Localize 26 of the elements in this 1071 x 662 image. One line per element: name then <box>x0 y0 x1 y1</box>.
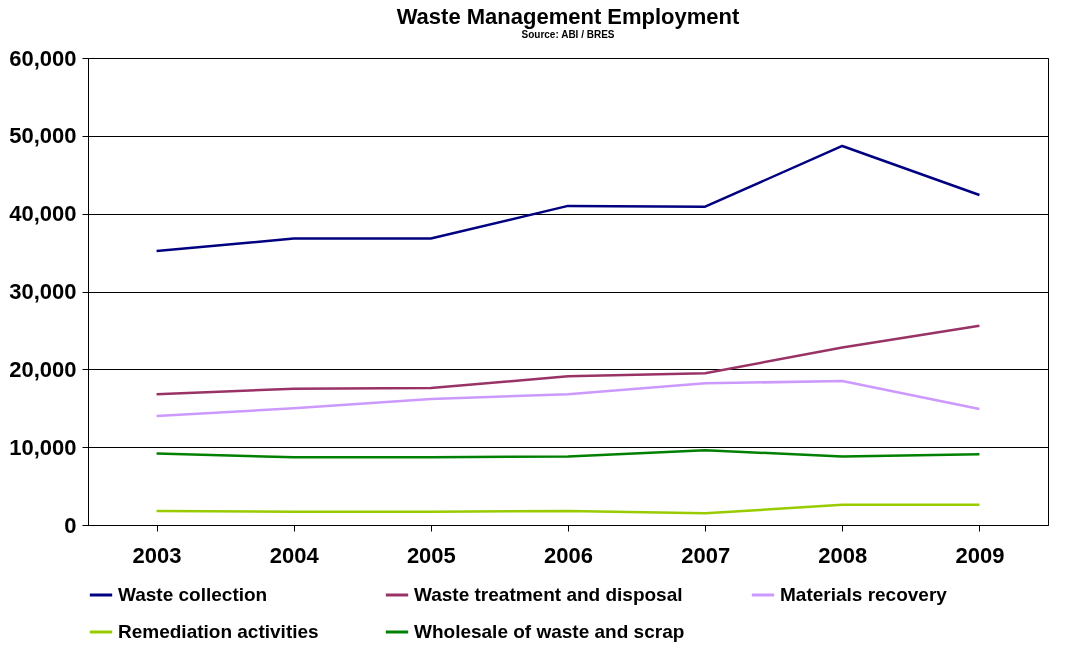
x-tick-label: 2006 <box>544 542 593 568</box>
y-tick-label: 50,000 <box>9 123 77 149</box>
y-tick-label: 30,000 <box>9 279 77 304</box>
y-tick-label: 0 <box>64 512 77 538</box>
line-series <box>155 503 981 515</box>
y-tick-label: 40,000 <box>9 201 77 227</box>
x-tick-label: 2008 <box>818 542 868 568</box>
x-tick-label: 2009 <box>955 542 1005 568</box>
line-series <box>155 144 981 253</box>
x-tick-label: 2005 <box>406 542 456 568</box>
chart-subtitle: Source: ABI / BRES <box>521 29 615 40</box>
legend-label: Remediation activities <box>118 621 319 642</box>
line-series <box>155 449 981 459</box>
chart-title: Waste Management Employment <box>396 4 741 29</box>
legend-label: Materials recovery <box>780 584 948 605</box>
y-tick-label: 60,000 <box>9 45 77 71</box>
y-tick-label: 20,000 <box>9 356 77 382</box>
line-series <box>155 324 981 396</box>
legend-label: Waste treatment and disposal <box>414 584 683 605</box>
legend-label: Waste collection <box>118 584 268 605</box>
y-tick-label: 10,000 <box>9 434 77 460</box>
line-series <box>155 379 981 418</box>
x-tick-label: 2003 <box>132 542 182 568</box>
legend-label: Wholesale of waste and scrap <box>414 621 685 642</box>
x-tick-label: 2004 <box>269 542 320 568</box>
x-tick-label: 2007 <box>681 542 731 568</box>
